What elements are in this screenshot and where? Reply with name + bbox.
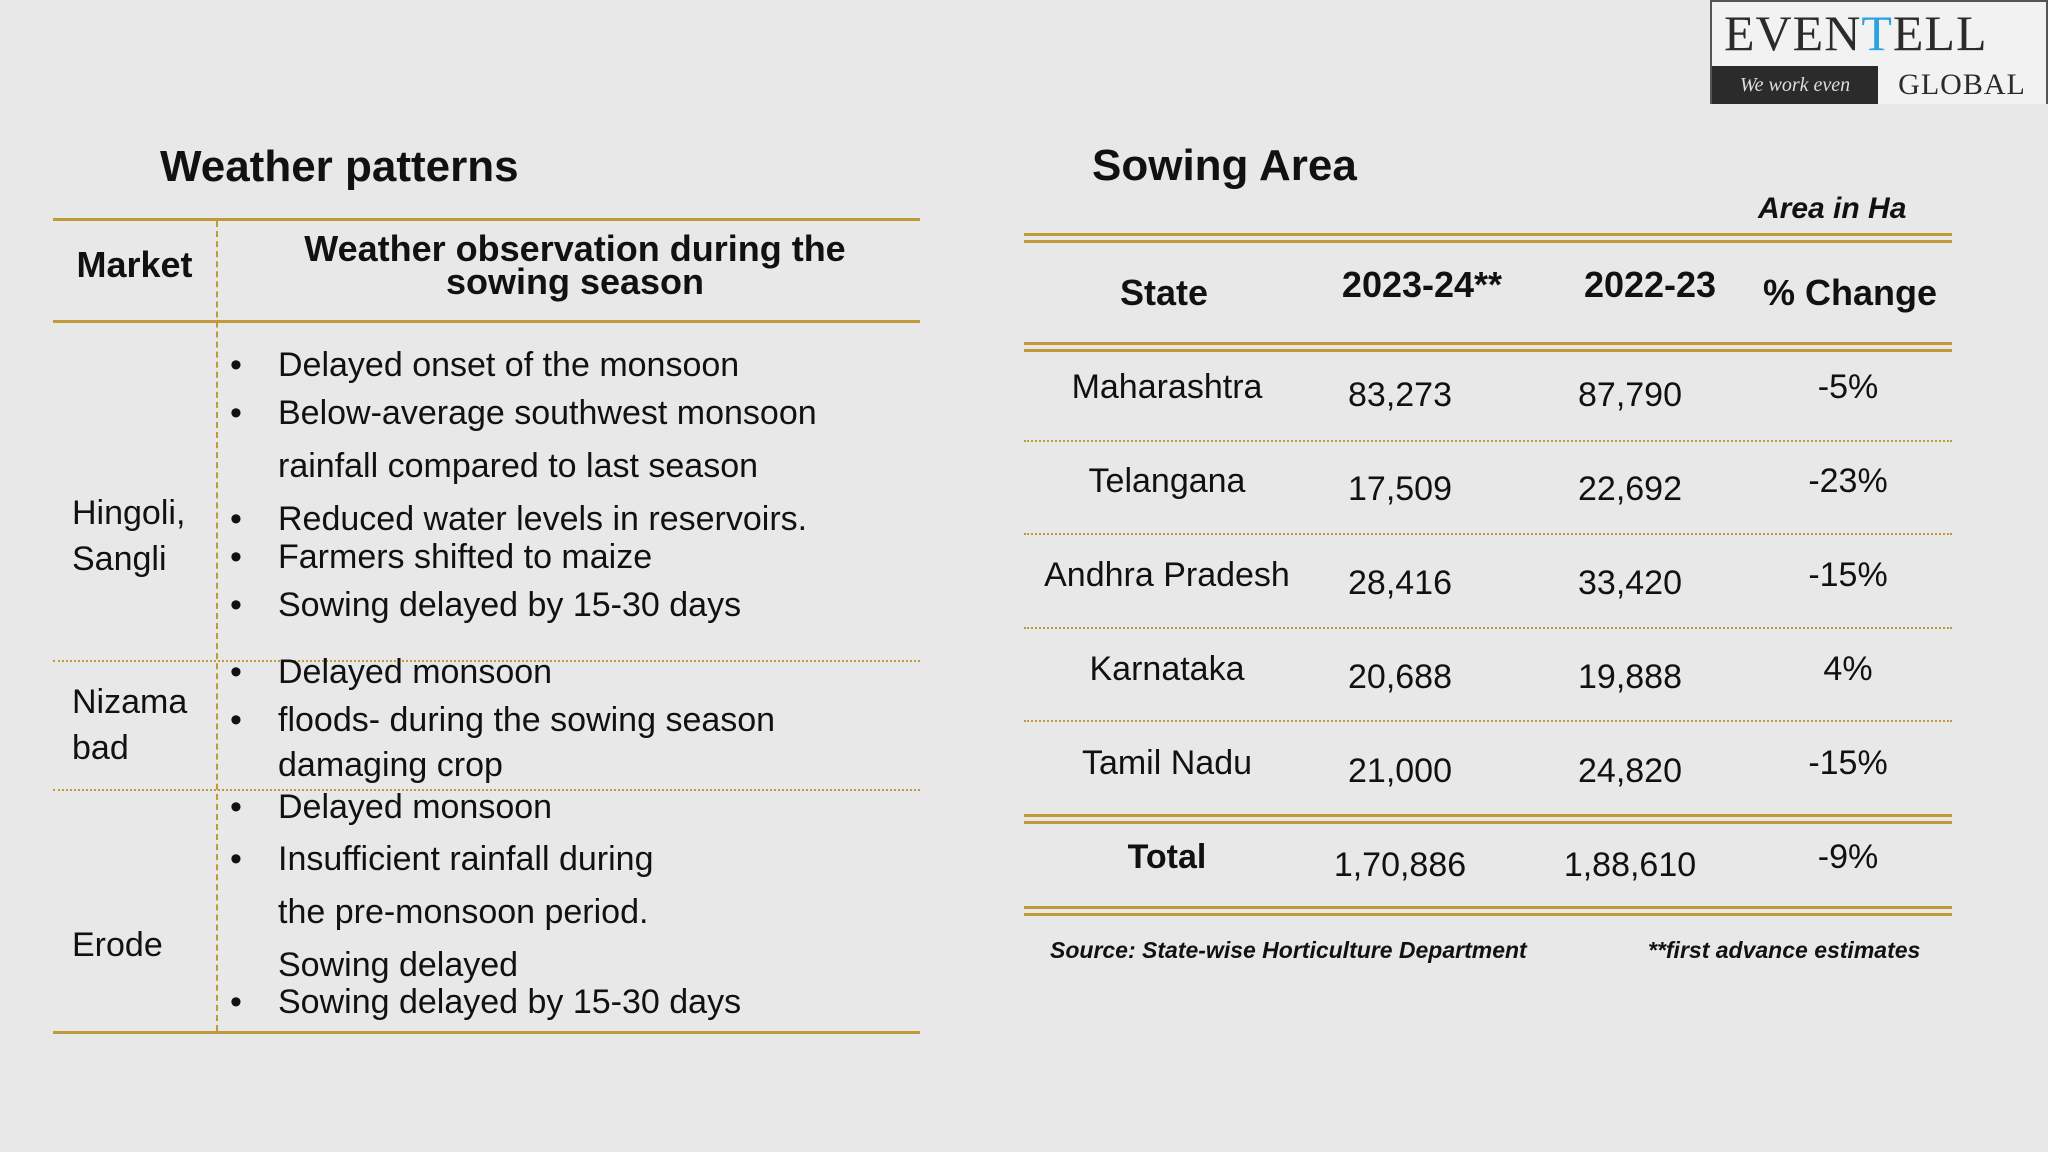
- weather-col-market: Market: [76, 244, 193, 285]
- list-item: the pre-monsoon period.: [278, 893, 649, 931]
- cell-2022-23: 24,820: [1578, 752, 1682, 790]
- logo-wordmark: EVENTELL: [1724, 5, 1988, 61]
- cell-pct-change: -15%: [1808, 556, 1888, 594]
- observation-list: • Delayed monsoon • floods- during the sow…: [230, 653, 898, 788]
- market-name: Hingoli,: [72, 494, 186, 532]
- col-pct-change: % Change: [1762, 272, 1938, 313]
- source-note: Source: State-wise Horticulture Departme…: [1050, 937, 1527, 963]
- cell-2022-23: 22,692: [1578, 470, 1682, 508]
- list-item: damaging crop: [278, 746, 503, 784]
- cell-state: Andhra Pradesh: [1044, 556, 1290, 594]
- cell-pct-change: -5%: [1817, 368, 1879, 406]
- weather-column-divider: [216, 221, 218, 1031]
- weather-row-divider: [53, 789, 920, 791]
- unit-note: Area in Ha: [1758, 192, 1907, 225]
- cell-pct-change: -15%: [1808, 744, 1888, 782]
- cell-state: Karnataka: [1089, 650, 1245, 688]
- cell-2023-24: 20,688: [1348, 658, 1452, 696]
- cell-2022-23: 87,790: [1578, 376, 1682, 414]
- logo-tagline: We work even: [1712, 66, 1878, 104]
- observation-list: • Delayed monsoon • Insufficient rainfall …: [230, 788, 898, 1028]
- col-state: State: [1119, 272, 1209, 313]
- list-item: • Farmers shifted to maize: [230, 538, 653, 576]
- logo-global: GLOBAL: [1878, 66, 2046, 104]
- total-2022-23: 1,88,610: [1563, 846, 1697, 884]
- observation-list: • Delayed onset of the monsoon • Below-ave…: [230, 346, 898, 636]
- cell-2023-24: 17,509: [1348, 470, 1452, 508]
- list-item: • Delayed onset of the monsoon: [230, 346, 740, 384]
- col-2022-23: 2022-23: [1583, 264, 1717, 305]
- sowing-bottom-rule: [1024, 906, 1952, 909]
- sowing-header-rule: [1024, 342, 1952, 345]
- list-item: • floods- during the sowing season: [230, 701, 776, 739]
- col-2023-24: 2023-24**: [1341, 264, 1503, 305]
- cell-2023-24: 83,273: [1348, 376, 1452, 414]
- weather-title: Weather patterns: [160, 142, 519, 191]
- cell-state: Tamil Nadu: [1081, 744, 1253, 782]
- sowing-top-rule: [1024, 233, 1952, 236]
- sowing-total-rule: [1024, 814, 1952, 817]
- cell-pct-change: 4%: [1823, 650, 1873, 688]
- sowing-title: Sowing Area: [1092, 141, 1357, 190]
- eventell-logo: EVENTELL We work even GLOBAL: [1710, 0, 2048, 104]
- total-label: Total: [1127, 838, 1207, 876]
- weather-bottom-rule: [53, 1031, 920, 1034]
- weather-row-divider: [53, 660, 920, 662]
- footnote: **first advance estimates: [1648, 937, 1921, 963]
- sowing-header-rule: [1024, 349, 1952, 352]
- market-name: Erode: [72, 926, 163, 964]
- total-pct-change: -9%: [1817, 838, 1879, 876]
- cell-2022-23: 19,888: [1578, 658, 1682, 696]
- sowing-total-rule: [1024, 821, 1952, 824]
- cell-2023-24: 21,000: [1348, 752, 1452, 790]
- market-name: bad: [72, 729, 129, 767]
- sowing-top-rule: [1024, 240, 1952, 243]
- list-item: rainfall compared to last season: [278, 447, 759, 485]
- cell-state: Maharashtra: [1071, 368, 1263, 406]
- sowing-bottom-rule: [1024, 913, 1952, 916]
- weather-col-observation: Weather observation during the sowing se…: [304, 228, 846, 302]
- cell-pct-change: -23%: [1808, 462, 1888, 500]
- market-name: Nizama: [72, 683, 188, 721]
- list-item: • Sowing delayed by 15-30 days: [230, 586, 742, 624]
- list-item: • Below-average southwest monsoon: [230, 394, 817, 432]
- sowing-row-divider: [1024, 533, 1952, 535]
- sowing-row-divider: [1024, 440, 1952, 442]
- weather-header-rule: [53, 320, 920, 323]
- list-item: Sowing delayed: [278, 946, 519, 984]
- sowing-row-divider: [1024, 627, 1952, 629]
- list-item: • Delayed monsoon: [230, 653, 553, 691]
- weather-top-rule: [53, 218, 920, 221]
- list-item: • Insufficient rainfall during: [230, 840, 654, 878]
- cell-2022-23: 33,420: [1578, 564, 1682, 602]
- sowing-row-divider: [1024, 720, 1952, 722]
- list-item: • Reduced water levels in reservoirs.: [230, 500, 808, 538]
- list-item: • Sowing delayed by 15-30 days: [230, 983, 742, 1021]
- list-item: • Delayed monsoon: [230, 788, 553, 826]
- cell-state: Telangana: [1088, 462, 1246, 500]
- cell-2023-24: 28,416: [1348, 564, 1452, 602]
- market-name: Sangli: [72, 540, 167, 578]
- total-2023-24: 1,70,886: [1333, 846, 1467, 884]
